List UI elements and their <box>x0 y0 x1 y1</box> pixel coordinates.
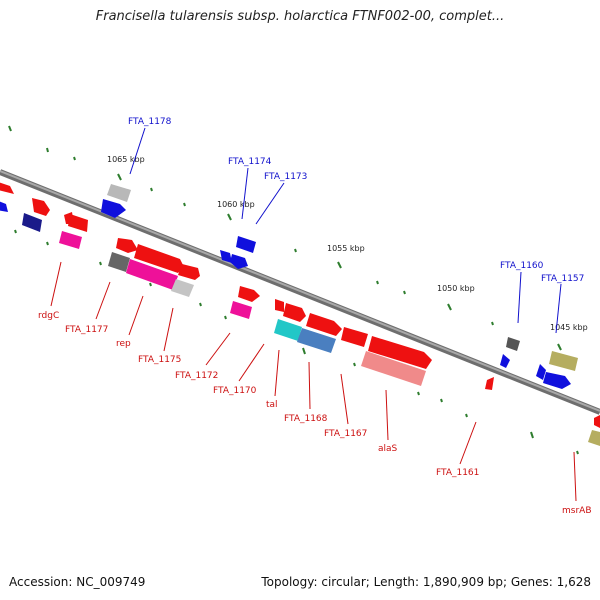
gene-label-top[interactable]: FTA_1160 <box>500 261 544 271</box>
gene-label-top[interactable]: FTA_1174 <box>228 157 272 167</box>
gene-arrow <box>220 250 232 263</box>
gene-arrow <box>341 327 368 347</box>
gene-arrow <box>543 372 571 389</box>
gene-arrow <box>178 264 200 280</box>
gene-label-bottom[interactable]: FTA_1168 <box>284 414 328 424</box>
gene-arrow <box>107 184 131 202</box>
scale-label: 1050 kbp <box>437 284 475 293</box>
gene-arrow <box>283 303 306 322</box>
leader-lines-top <box>129 127 562 334</box>
gene-label-bottom[interactable]: FTA_1167 <box>324 429 367 439</box>
gene-label-bottom[interactable]: alaS <box>378 444 398 454</box>
gene-arrow <box>238 286 260 302</box>
scale-ticks-outer <box>8 125 562 351</box>
gene-arrow <box>536 364 546 380</box>
gene-arrow <box>236 236 256 253</box>
scale-label: 1065 kbp <box>107 155 145 164</box>
gene-label-top[interactable]: FTA_1173 <box>264 172 307 182</box>
gene-arrow <box>549 351 578 371</box>
gene-label-bottom[interactable]: rdgC <box>38 311 59 321</box>
gene-arrow <box>275 299 284 312</box>
gene-arrow <box>485 377 494 390</box>
gene-label-bottom[interactable]: rep <box>116 339 131 349</box>
gene-label-bottom[interactable]: FTA_1177 <box>65 325 108 335</box>
gene-arrow <box>0 182 14 194</box>
gene-arrow <box>116 238 138 253</box>
gene-arrow <box>101 199 126 218</box>
gene-arrow <box>297 328 336 353</box>
gene-arrow <box>171 279 194 297</box>
gene-arrow <box>230 301 252 319</box>
gene-label-top[interactable]: FTA_1178 <box>128 117 172 127</box>
gene-label-bottom[interactable]: FTA_1170 <box>213 386 257 396</box>
genome-backbone-highlight <box>0 170 600 412</box>
scale-label: 1045 kbp <box>550 323 588 332</box>
gene-arrow <box>230 254 248 269</box>
gene-arrow <box>68 214 88 232</box>
gene-arrow <box>0 201 8 212</box>
gene-arrow <box>108 252 130 272</box>
gene-label-bottom[interactable]: tal <box>266 400 278 410</box>
gene-arrow <box>594 415 600 428</box>
gene-arrow <box>134 244 184 273</box>
gene-arrow <box>588 430 600 446</box>
scale-label: 1060 kbp <box>217 200 255 209</box>
gene-label-bottom[interactable]: msrAB <box>562 506 592 516</box>
gene-arrow <box>59 231 82 249</box>
gene-arrow <box>32 198 50 216</box>
gene-label-bottom[interactable]: FTA_1175 <box>138 355 181 365</box>
gene-arrow <box>506 337 520 351</box>
gene-arrow <box>361 351 426 386</box>
gene-arrow <box>274 319 302 341</box>
top-strand-features <box>0 182 578 389</box>
gene-arrow <box>368 336 432 369</box>
gene-label-bottom[interactable]: FTA_1161 <box>436 468 479 478</box>
scale-label: 1055 kbp <box>327 244 365 253</box>
genome-summary-text: Topology: circular; Length: 1,890,909 bp… <box>261 575 591 589</box>
gene-arrow <box>306 313 342 336</box>
accession-text: Accession: NC_009749 <box>9 575 146 589</box>
scale-ticks-inner <box>14 229 579 455</box>
gene-arrow <box>500 354 510 368</box>
gene-arrow <box>126 259 178 290</box>
gene-label-top[interactable]: FTA_1157 <box>541 274 584 284</box>
gene-arrow <box>22 213 42 232</box>
map-title: Francisella tularensis subsp. holarctica… <box>95 9 505 24</box>
leader-lines-bottom <box>50 261 577 502</box>
bottom-strand-features <box>59 212 600 446</box>
gene-label-bottom[interactable]: FTA_1172 <box>175 371 218 381</box>
